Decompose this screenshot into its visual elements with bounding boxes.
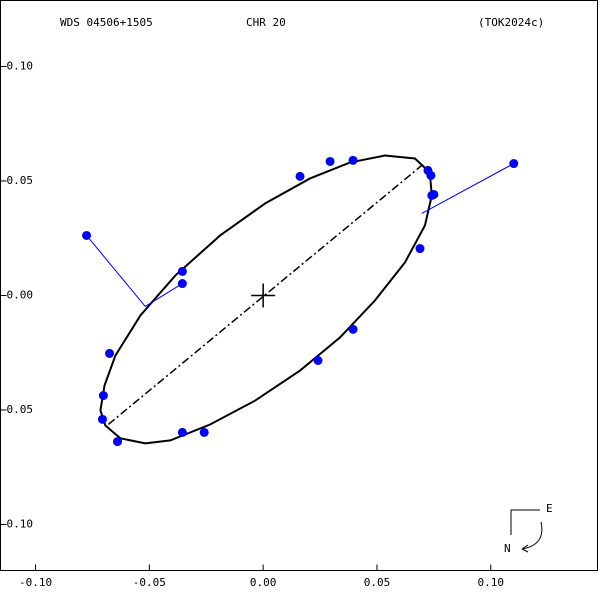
observation-point <box>199 427 209 437</box>
line-of-nodes <box>107 163 424 425</box>
y-tick-label: -0.10 <box>0 517 33 530</box>
observation-point <box>325 156 335 166</box>
observation-point <box>313 356 323 365</box>
observation-point <box>295 171 305 181</box>
x-tick-label: 0.10 <box>478 576 505 589</box>
observation-point <box>177 279 187 289</box>
y-tick-label: 0.05 <box>7 174 34 187</box>
observation-point <box>97 414 107 424</box>
compass-axes <box>510 509 540 535</box>
observation-point <box>348 155 358 165</box>
x-tick-label: -0.05 <box>133 576 166 589</box>
observation-point <box>177 266 187 276</box>
chart-subtitle: CHR 20 <box>246 16 286 29</box>
observation-point <box>415 244 425 254</box>
residual-line <box>144 283 183 307</box>
compass-arrowhead <box>521 544 529 553</box>
observation-point <box>98 391 108 401</box>
compass: E N <box>504 502 553 555</box>
residual-line <box>421 163 514 214</box>
reference: (TOK2024c) <box>478 16 544 29</box>
y-tick-label: 0.10 <box>7 59 34 72</box>
observation-point <box>509 159 519 169</box>
residual-line <box>86 235 146 307</box>
observation-point <box>105 348 115 358</box>
observation-point <box>348 324 358 334</box>
compass-north: N <box>504 542 511 555</box>
y-tick-label: 0.00 <box>7 288 34 301</box>
x-tick-label: 0.05 <box>364 576 391 589</box>
observation-point <box>177 427 187 437</box>
y-tick-label: -0.05 <box>0 403 33 416</box>
observation-point <box>82 230 92 240</box>
x-tick-label: 0.00 <box>250 576 277 589</box>
compass-arrow <box>521 521 543 550</box>
chart-title: WDS 04506+1505 <box>60 16 153 29</box>
observation-point <box>423 165 433 175</box>
x-tick-label: -0.10 <box>19 576 52 589</box>
observation-point <box>112 437 122 447</box>
plot-frame <box>0 0 598 571</box>
primary-marker <box>251 283 276 308</box>
observation-point <box>429 189 439 199</box>
compass-east: E <box>546 502 553 515</box>
